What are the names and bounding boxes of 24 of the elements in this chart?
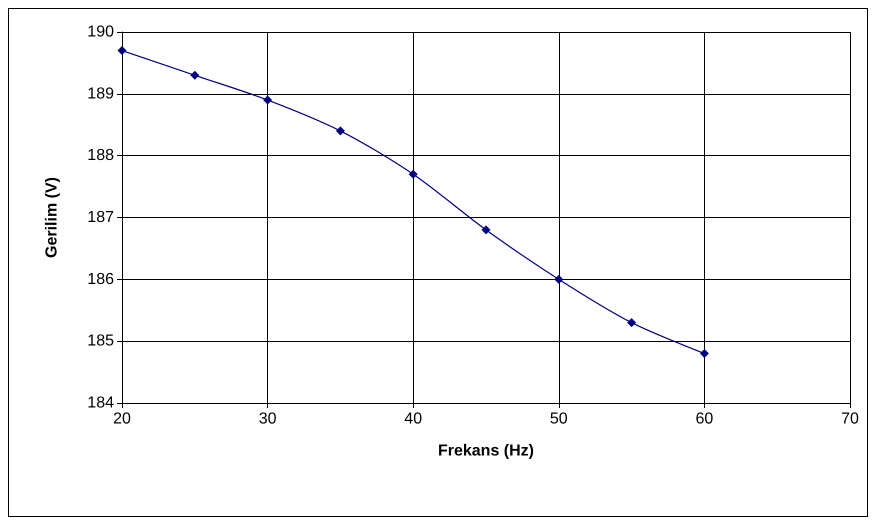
y-tick-label: 186 — [87, 270, 114, 288]
point — [408, 170, 418, 179]
point — [700, 349, 709, 358]
y-tick-label: 188 — [87, 147, 114, 164]
x-tick-label: 20 — [113, 410, 131, 428]
x-tick-label: 40 — [404, 410, 422, 428]
y-tick-label: 185 — [87, 332, 114, 350]
x-tick-label: 70 — [841, 410, 859, 428]
x-tick-label: 50 — [550, 410, 568, 428]
y-tick-label: 187 — [87, 209, 114, 226]
point — [482, 225, 490, 234]
y-tick-label: 190 — [87, 24, 114, 40]
y-axis-title: Gerilim (V) — [44, 177, 60, 258]
point — [190, 70, 200, 80]
y-tick-label: 189 — [87, 85, 114, 102]
point — [554, 274, 564, 284]
point — [627, 318, 636, 328]
x-axis-title: Frekans (Hz) — [438, 442, 534, 460]
point — [263, 96, 272, 105]
x-tick-label: 30 — [258, 410, 277, 428]
x-tick-label: 60 — [696, 410, 714, 428]
point — [336, 126, 345, 136]
y-tick-label: 184 — [87, 394, 114, 412]
point — [118, 46, 126, 56]
